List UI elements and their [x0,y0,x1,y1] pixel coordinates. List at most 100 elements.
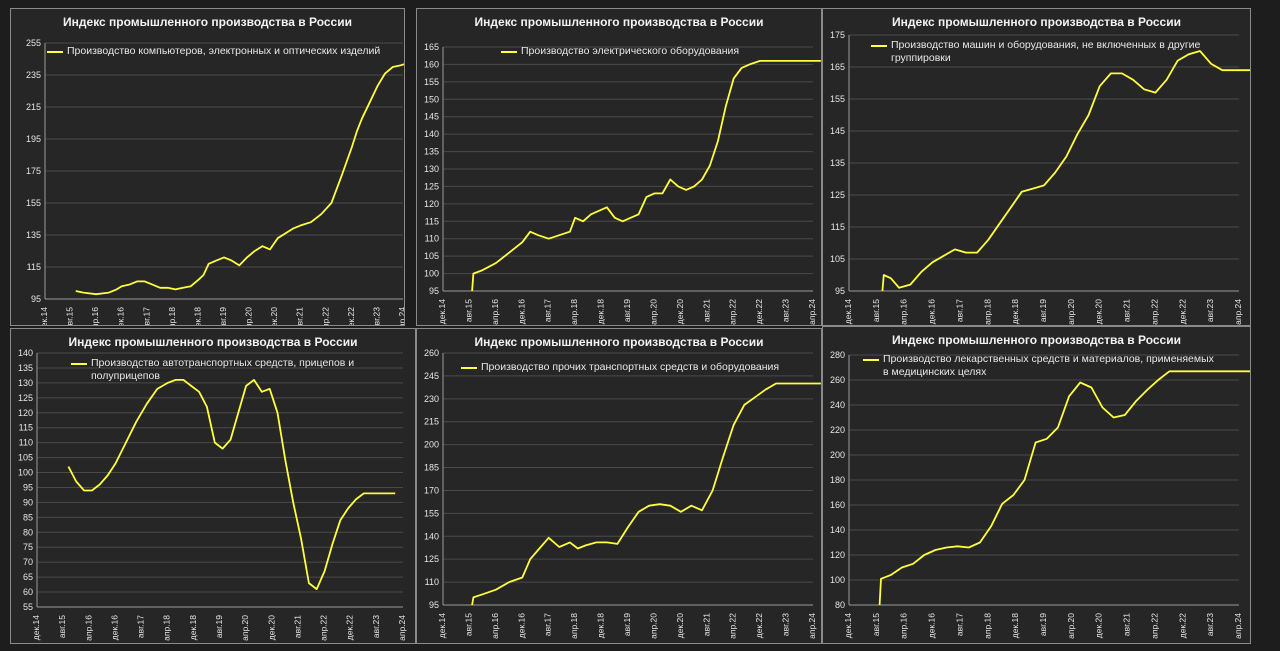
y-tick-label: 200 [830,450,845,460]
x-tick-label: авг.19 [622,299,632,322]
legend-label: Производство автотранспортных средств, п… [91,357,355,369]
y-tick-label: 80 [23,527,33,537]
x-tick-label: апр.24 [807,299,817,325]
legend: Производство электрического оборудования [501,45,811,58]
y-tick-label: 155 [830,94,845,104]
x-tick-label: апр.16 [90,307,100,326]
y-tick-label: 220 [830,425,845,435]
x-tick-label: апр.18 [167,307,177,326]
x-tick-label: дек.14 [39,307,49,326]
y-tick-label: 75 [23,542,33,552]
x-tick-label: апр.20 [1066,299,1076,325]
series-line [75,63,404,296]
y-tick-label: 155 [424,77,439,87]
y-tick-label: 145 [830,126,845,136]
chart-svg-automotive: 55 60 65 70 75 80 85 90 95 100 105 110 115 120 125 130 1… [18,348,407,641]
y-tick-label: 165 [424,42,439,52]
chart-panel-automotive: 55 60 65 70 75 80 85 90 95 100 105 110 115 120 125 130 1… [10,328,416,644]
y-tick-label: 240 [830,400,845,410]
x-tick-label: апр.20 [240,615,250,641]
x-tick-label: авг.21 [295,307,305,326]
x-tick-label: дек.20 [269,307,279,326]
x-tick-label: дек.22 [1177,613,1187,638]
series-line [471,382,821,606]
x-tick-label: авг.15 [65,307,75,326]
y-tick-label: 60 [23,587,33,597]
chart-title: Индекс промышленного производства в Росс… [63,15,352,29]
y-tick-label: 115 [19,423,33,433]
y-tick-label: 95 [835,286,845,296]
legend: Производство прочих транспортных средств… [461,361,811,374]
y-tick-label: 95 [23,482,33,492]
y-tick-label: 65 [23,572,33,582]
chart-title: Индекс промышленного производства в Росс… [474,15,764,29]
x-tick-label: апр.20 [1066,613,1076,639]
y-tick-label: 100 [424,269,439,279]
x-tick-label: авг.15 [463,613,473,636]
x-tick-label: апр.22 [1149,299,1159,325]
x-tick-label: дек.16 [927,613,937,638]
y-tick-label: 160 [830,500,845,510]
chart-title: Индекс промышленного производства в Росс… [474,335,764,349]
x-tick-label: апр.16 [83,615,93,641]
y-tick-label: 145 [424,112,439,122]
y-tick-label: 170 [424,485,439,495]
y-tick-label: 100 [830,575,845,585]
legend: Производство машин и оборудования, не вк… [871,39,1231,65]
legend: Производство компьютеров, электронных и … [47,45,397,58]
y-tick-label: 110 [425,577,439,587]
x-tick-label: апр.16 [899,299,909,325]
x-tick-label: авг.17 [954,613,964,636]
x-tick-label: апр.16 [490,613,500,639]
x-tick-label: авг.21 [701,299,711,322]
y-tick-label: 130 [18,378,33,388]
chart-title: Индекс промышленного производства в Росс… [892,15,1181,29]
y-tick-label: 105 [424,251,439,261]
x-tick-label: авг.21 [292,615,302,638]
legend-swatch [871,45,887,47]
y-tick-label: 125 [18,393,33,403]
y-tick-label: 80 [835,600,845,610]
x-tick-label: дек.20 [675,613,685,638]
x-tick-label: дек.22 [345,615,355,640]
y-tick-label: 120 [424,199,439,209]
x-tick-label: дек.20 [266,615,276,640]
x-tick-label: авг.21 [1122,613,1132,636]
x-tick-label: апр.20 [648,613,658,639]
x-tick-label: авг.19 [1038,613,1048,636]
x-tick-label: авг.23 [781,613,791,636]
x-tick-label: авг.15 [871,299,881,322]
y-tick-label: 230 [424,394,439,404]
y-tick-label: 115 [425,216,439,226]
legend-swatch [863,359,879,361]
legend-label: Производство электрического оборудования [521,45,740,57]
x-tick-label: апр.20 [648,299,658,325]
x-tick-label: дек.16 [927,299,937,324]
x-tick-label: апр.18 [569,299,579,325]
x-tick-label: дек.20 [675,299,685,324]
chart-panel-pharma: 80 100 120 140 160 180 200 220 240 260 280 дек.14 ав… [822,326,1251,644]
y-tick-label: 120 [18,408,33,418]
x-tick-label: апр.24 [1233,613,1243,639]
y-tick-label: 130 [424,164,439,174]
y-tick-label: 90 [23,497,33,507]
y-tick-label: 135 [26,230,41,240]
y-tick-label: 235 [26,70,41,80]
series-line [471,60,821,292]
y-tick-label: 175 [830,30,845,40]
x-tick-label: авг.23 [781,299,791,322]
y-tick-label: 195 [26,134,41,144]
x-tick-label: апр.24 [397,307,405,326]
y-tick-label: 125 [424,554,439,564]
x-tick-label: апр.22 [728,613,738,639]
x-tick-label: дек.14 [437,613,447,638]
y-tick-label: 115 [27,262,41,272]
y-tick-label: 135 [830,158,845,168]
legend: Производство автотранспортных средств, п… [71,357,401,383]
x-tick-label: апр.18 [162,615,172,641]
legend: Производство лекарственных средств и мат… [863,353,1243,379]
x-tick-label: авг.19 [214,615,224,638]
x-tick-label: дек.16 [109,615,119,640]
chart-panel-machinery: 95 105 115 125 135 145 155 165 175 дек.14 авг.15 ап… [822,8,1251,326]
chart-svg-other-transport: 95 110 125 140 155 170 185 200 215 230 245 260 дек.1… [424,348,821,639]
